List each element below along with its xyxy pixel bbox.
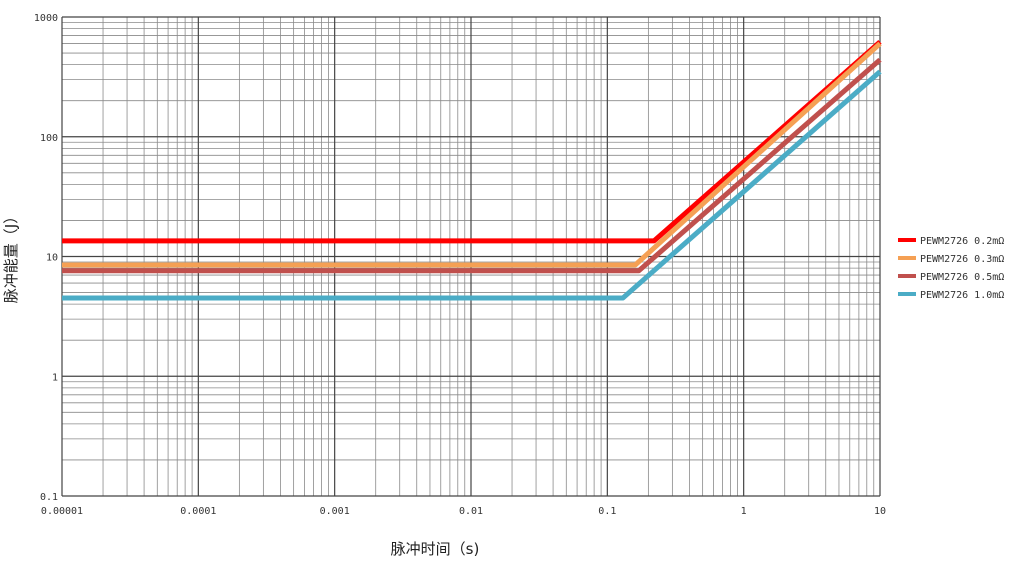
x-tick-label: 0.001 (320, 506, 350, 517)
y-tick-label: 0.1 (40, 492, 58, 503)
series-line-3 (62, 57, 882, 274)
x-tick-label: 0.0001 (180, 506, 216, 517)
y-tick-label: 1000 (34, 13, 58, 24)
x-tick-label: 0.1 (598, 506, 616, 517)
x-tick-label: 0.01 (459, 506, 483, 517)
legend-label: PEWM2726 0.5mΩ (920, 272, 1004, 283)
series-line-2 (62, 41, 882, 268)
legend-label: PEWM2726 0.3mΩ (920, 254, 1004, 265)
grid (61, 16, 881, 497)
x-tick-label: 10 (874, 506, 886, 517)
series-line-4 (62, 69, 882, 301)
y-tick-label: 100 (40, 133, 58, 144)
legend: PEWM2726 0.2mΩ PEWM2726 0.3mΩ PEWM2726 0.5… (898, 236, 1004, 301)
y-tick-label: 1 (52, 372, 58, 383)
y-axis-title: 脉冲能量（J） (2, 209, 20, 303)
x-axis-title: 脉冲时间（s) (391, 540, 480, 558)
x-tick-label: 0.00001 (41, 506, 83, 517)
legend-label: PEWM2726 0.2mΩ (920, 236, 1004, 247)
y-tick-label: 10 (46, 253, 58, 264)
series-line-1 (62, 40, 882, 244)
legend-label: PEWM2726 1.0mΩ (920, 290, 1004, 301)
series-lines (62, 40, 882, 301)
x-tick-label: 1 (741, 506, 747, 517)
tick-labels: 0.00001 0.0001 0.001 0.01 0.1 1 10 0.1 1 10 100 100… (34, 13, 886, 517)
